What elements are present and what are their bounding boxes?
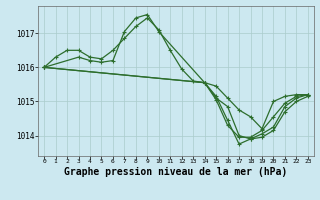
X-axis label: Graphe pression niveau de la mer (hPa): Graphe pression niveau de la mer (hPa) [64, 167, 288, 177]
